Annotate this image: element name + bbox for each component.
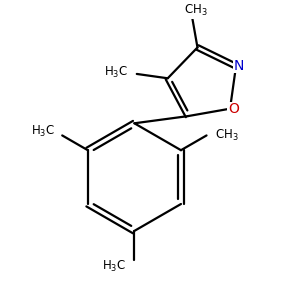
Text: H$_3$C: H$_3$C <box>31 124 55 139</box>
Text: CH$_3$: CH$_3$ <box>184 3 207 18</box>
Text: O: O <box>228 102 239 116</box>
Text: H$_3$C: H$_3$C <box>102 259 126 274</box>
Text: CH$_3$: CH$_3$ <box>215 128 239 143</box>
Text: N: N <box>233 58 244 73</box>
Text: H$_3$C: H$_3$C <box>104 65 128 80</box>
